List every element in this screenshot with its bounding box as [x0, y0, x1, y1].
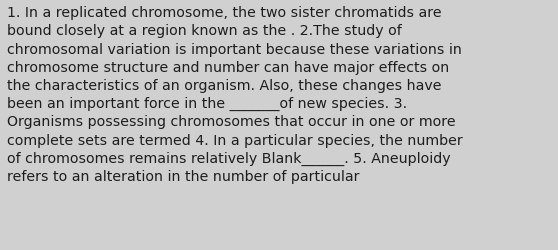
- Text: 1. In a replicated chromosome, the two sister chromatids are
bound closely at a : 1. In a replicated chromosome, the two s…: [7, 6, 463, 184]
